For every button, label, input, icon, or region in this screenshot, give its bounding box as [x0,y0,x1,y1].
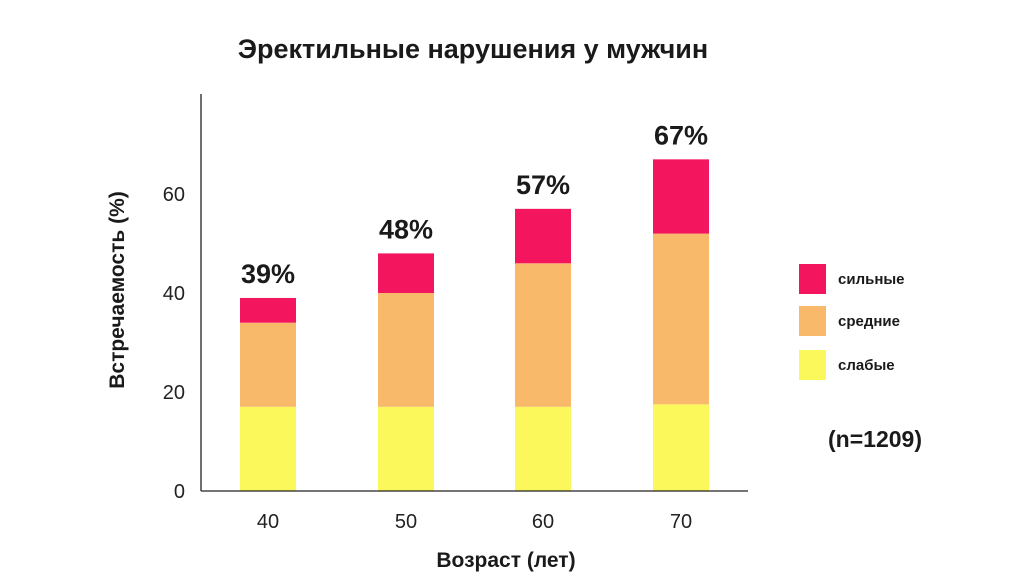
x-tick-label: 60 [532,511,554,533]
bar-total-label: 67% [654,120,708,150]
x-tick-label: 40 [257,511,279,533]
bar-total-label: 57% [516,170,570,200]
bar-segment [653,159,709,234]
bar-segment [240,322,296,407]
bar-segment [378,406,434,491]
bar-total-label: 39% [241,259,295,289]
bar-total-label: 48% [379,214,433,244]
legend: сильные средние слабые [799,264,905,380]
bar-segment [515,208,571,264]
y-tick-label: 0 [174,481,185,503]
plot-area: 0 20 40 60 39% 40 48% 50 57% 60 67% 70 [163,120,709,533]
chart-title: Эректильные нарушения у мужчин [238,34,708,64]
x-axis-title: Возраст (лет) [436,549,575,572]
y-tick-label: 60 [163,184,185,206]
bar-segment [378,253,434,293]
x-tick-label: 50 [395,511,417,533]
y-tick-label: 20 [163,382,185,404]
bar-segment [378,293,434,407]
x-tick-label: 70 [670,511,692,533]
legend-swatch [799,350,826,380]
sample-size-note: (n=1209) [828,426,922,452]
bar-segment [240,297,296,323]
bar-segment [515,406,571,491]
bar-segment [653,404,709,491]
bar-segment [240,406,296,491]
legend-label: сильные [838,271,905,288]
legend-swatch [799,264,826,294]
legend-swatch [799,306,826,336]
legend-label: средние [838,313,900,330]
y-axis-title: Встречаемость (%) [106,191,129,389]
bar-segment [653,233,709,405]
legend-label: слабые [838,357,895,374]
bar-segment [515,263,571,407]
y-tick-label: 40 [163,283,185,305]
